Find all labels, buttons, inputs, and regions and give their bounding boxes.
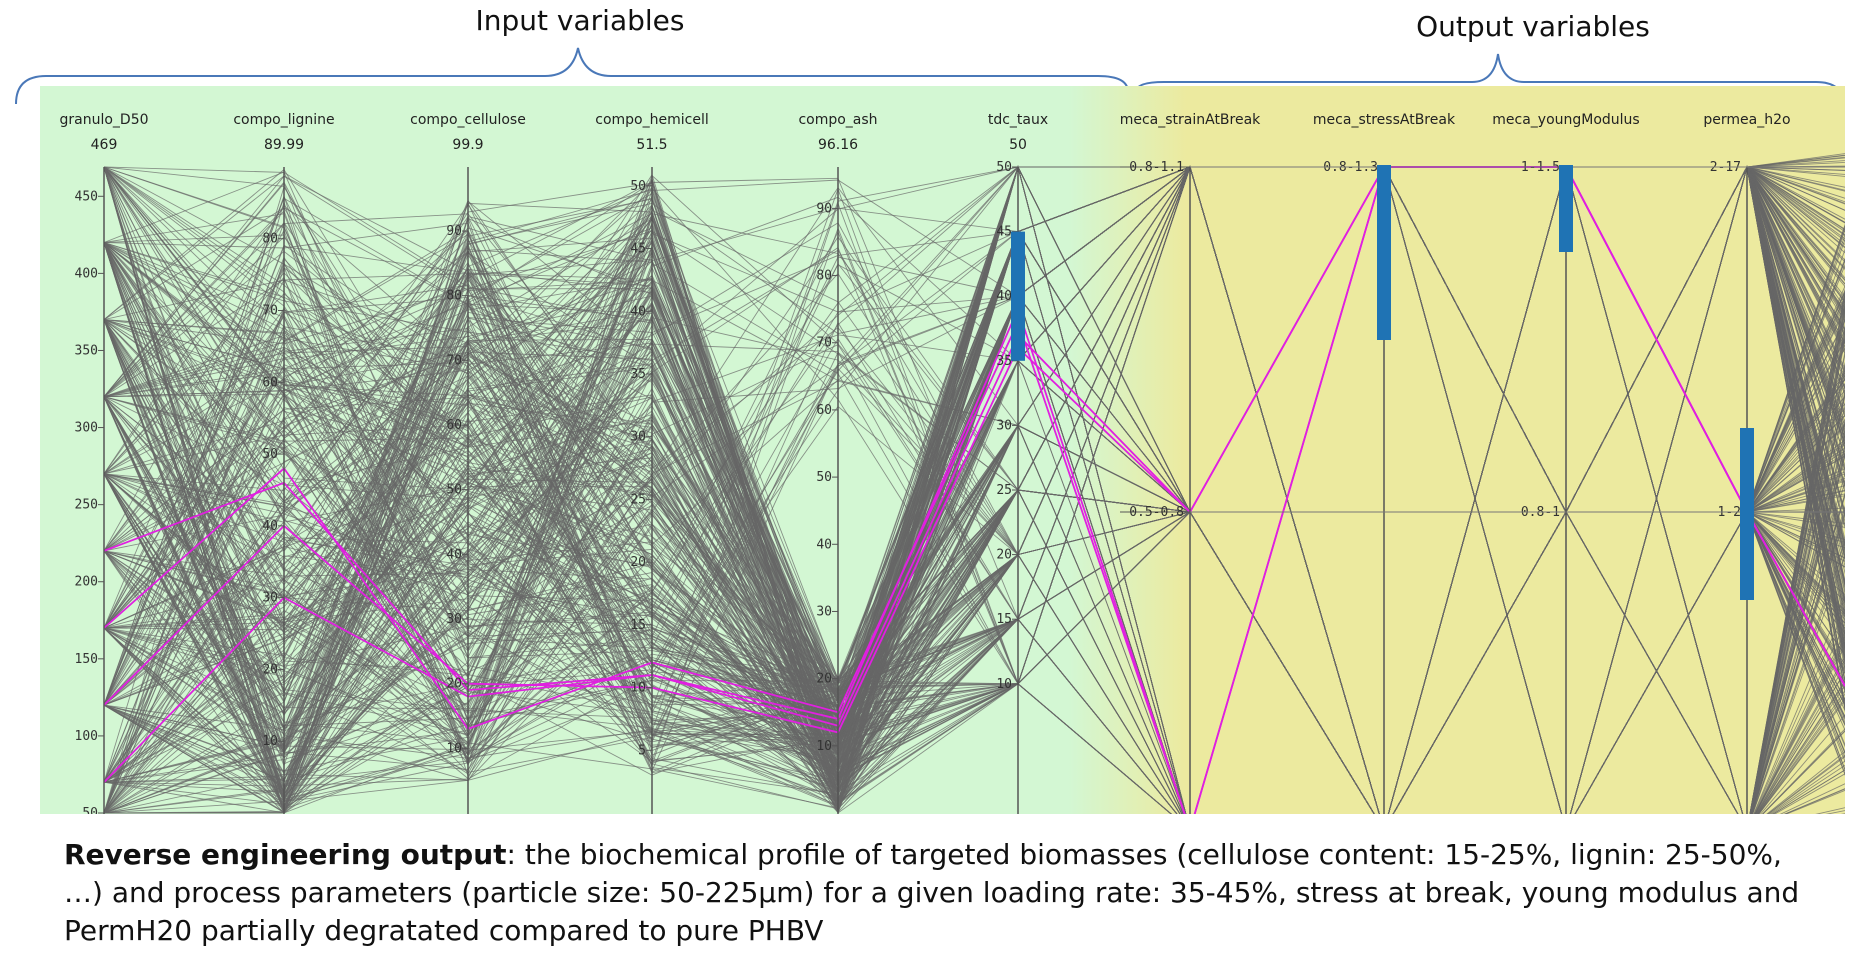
input-brace bbox=[15, 47, 1129, 105]
tick-label: 5 bbox=[638, 743, 646, 758]
tick-label: 25 bbox=[630, 492, 646, 507]
tick-label: 60 bbox=[262, 375, 278, 390]
tick-label: 90 bbox=[816, 201, 832, 216]
tick-label: 80 bbox=[262, 232, 278, 247]
axis-max-value: 51.5 bbox=[636, 137, 667, 153]
axis-max-value: 99.9 bbox=[452, 137, 483, 153]
axis-max-value: 50 bbox=[1009, 137, 1027, 153]
tick-label: 90 bbox=[446, 224, 462, 239]
tick-label: 200 bbox=[75, 575, 98, 590]
tick-label: 40 bbox=[630, 304, 646, 319]
tick-label: 30 bbox=[446, 612, 462, 627]
tick-label: 100 bbox=[75, 729, 98, 744]
tick-label: 50 bbox=[446, 483, 462, 498]
tick-label: 70 bbox=[262, 303, 278, 318]
tick-label: 20 bbox=[630, 555, 646, 570]
tick-label: 15 bbox=[996, 612, 1012, 627]
tick-label: 30 bbox=[262, 591, 278, 606]
axis-brush[interactable] bbox=[1377, 165, 1391, 340]
caption-text: : the biochemical profile of targeted bi… bbox=[64, 838, 1800, 947]
tick-label: 50 bbox=[816, 470, 832, 485]
tick-label: 50 bbox=[630, 179, 646, 194]
tick-label: 40 bbox=[446, 547, 462, 562]
tick-label: 45 bbox=[630, 242, 646, 257]
tick-label: 60 bbox=[446, 418, 462, 433]
tick-label: 20 bbox=[446, 677, 462, 692]
tick-label: 20 bbox=[996, 548, 1012, 563]
output-variables-title: Output variables bbox=[1416, 10, 1650, 43]
axis-max-value: 89.99 bbox=[264, 137, 304, 153]
brush-layer bbox=[1011, 165, 1754, 600]
axis-name[interactable]: compo_cellulose bbox=[410, 112, 526, 128]
axis-brush[interactable] bbox=[1011, 231, 1025, 361]
axis-name[interactable]: meca_youngModulus bbox=[1492, 112, 1639, 128]
tick-label: 150 bbox=[75, 652, 98, 667]
axis-headers: granulo_D50 469 compo_lignine 89.99 compo_ce… bbox=[59, 112, 1790, 153]
tick-label: 30 bbox=[816, 604, 832, 619]
axis-name[interactable]: meca_stressAtBreak bbox=[1313, 112, 1456, 128]
tick-label: 250 bbox=[75, 498, 98, 513]
tick-label: 50 bbox=[996, 160, 1012, 175]
tick-label: 20 bbox=[816, 672, 832, 687]
axis-name[interactable]: granulo_D50 bbox=[59, 112, 148, 128]
tick-label: 0.5-0.8 bbox=[1129, 505, 1184, 520]
tick-label: 80 bbox=[446, 289, 462, 304]
tick-label: 400 bbox=[75, 266, 98, 281]
tick-label: 10 bbox=[630, 681, 646, 696]
tick-label: 20 bbox=[262, 662, 278, 677]
tick-label: 30 bbox=[630, 430, 646, 445]
caption-bold: Reverse engineering output bbox=[64, 838, 507, 871]
axis-max-value: 96.16 bbox=[818, 137, 858, 153]
tick-label: 80 bbox=[816, 269, 832, 284]
axis-name[interactable]: permea_h2o bbox=[1703, 112, 1790, 128]
axis-name[interactable]: compo_hemicell bbox=[595, 112, 708, 128]
tick-label: 0.8-1.1 bbox=[1129, 160, 1184, 175]
tick-label: 60 bbox=[816, 403, 832, 418]
axis-name[interactable]: compo_ash bbox=[798, 112, 877, 128]
tick-label: 25 bbox=[996, 483, 1012, 498]
tick-label: 350 bbox=[75, 343, 98, 358]
tick-label: 40 bbox=[996, 289, 1012, 304]
output-brace bbox=[1135, 53, 1844, 105]
tick-label: 10 bbox=[446, 741, 462, 756]
tick-label: 50 bbox=[82, 806, 98, 821]
axis-name[interactable]: compo_lignine bbox=[233, 112, 334, 128]
tick-label: 15 bbox=[630, 618, 646, 633]
tick-label: 45 bbox=[996, 225, 1012, 240]
tick-label: 10 bbox=[262, 734, 278, 749]
tick-label: 70 bbox=[816, 336, 832, 351]
tick-label: 450 bbox=[75, 189, 98, 204]
input-variables-title: Input variables bbox=[476, 4, 685, 37]
caption: Reverse engineering output: the biochemi… bbox=[64, 836, 1824, 950]
tick-label: 10 bbox=[816, 739, 832, 754]
axis-name[interactable]: meca_strainAtBreak bbox=[1120, 112, 1261, 128]
tick-label: 10 bbox=[996, 677, 1012, 692]
tick-label: 40 bbox=[816, 537, 832, 552]
axis-brush[interactable] bbox=[1740, 428, 1754, 600]
axis-name[interactable]: tdc_taux bbox=[988, 112, 1048, 128]
tick-label: 30 bbox=[996, 418, 1012, 433]
tick-label: 70 bbox=[446, 353, 462, 368]
tick-label: 35 bbox=[630, 367, 646, 382]
axis-brush[interactable] bbox=[1559, 165, 1573, 252]
axis-max-value: 469 bbox=[91, 137, 118, 153]
tick-label: 300 bbox=[75, 421, 98, 436]
tick-label: 50 bbox=[262, 447, 278, 462]
tick-label: 40 bbox=[262, 519, 278, 534]
tick-label: 35 bbox=[996, 354, 1012, 369]
